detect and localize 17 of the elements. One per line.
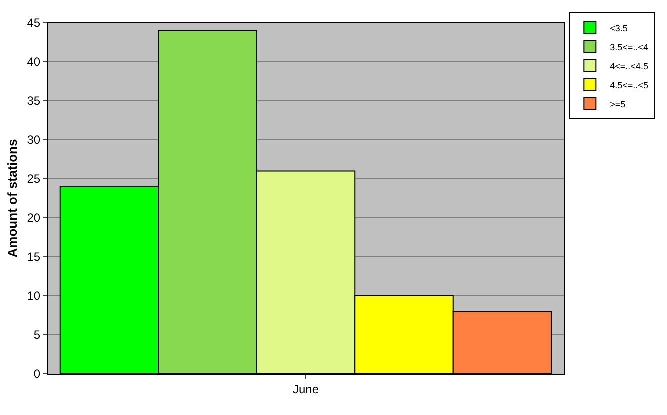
y-axis-title: Amount of stations [5,139,20,258]
x-tick-label: June [292,382,320,396]
y-tick-label: 45 [27,16,41,30]
y-tick-label: 20 [27,211,41,226]
y-tick-label: 35 [27,94,41,108]
y-tick-label: 40 [27,55,41,70]
legend-label: >=5 [610,99,626,110]
y-tick-label: 10 [27,289,41,304]
y-tick-label: 25 [27,172,41,186]
legend-label: 3.5<=..<4 [610,42,648,52]
legend-label: <3.5 [610,23,628,34]
y-tick-label: 30 [27,133,41,148]
legend-label: 4<=..<4.5 [610,61,648,72]
y-tick-label: 0 [34,367,41,382]
legend-label: 4.5<=..<5 [610,80,648,90]
y-tick-label: 15 [27,250,41,264]
y-tick-label: 5 [34,328,41,342]
